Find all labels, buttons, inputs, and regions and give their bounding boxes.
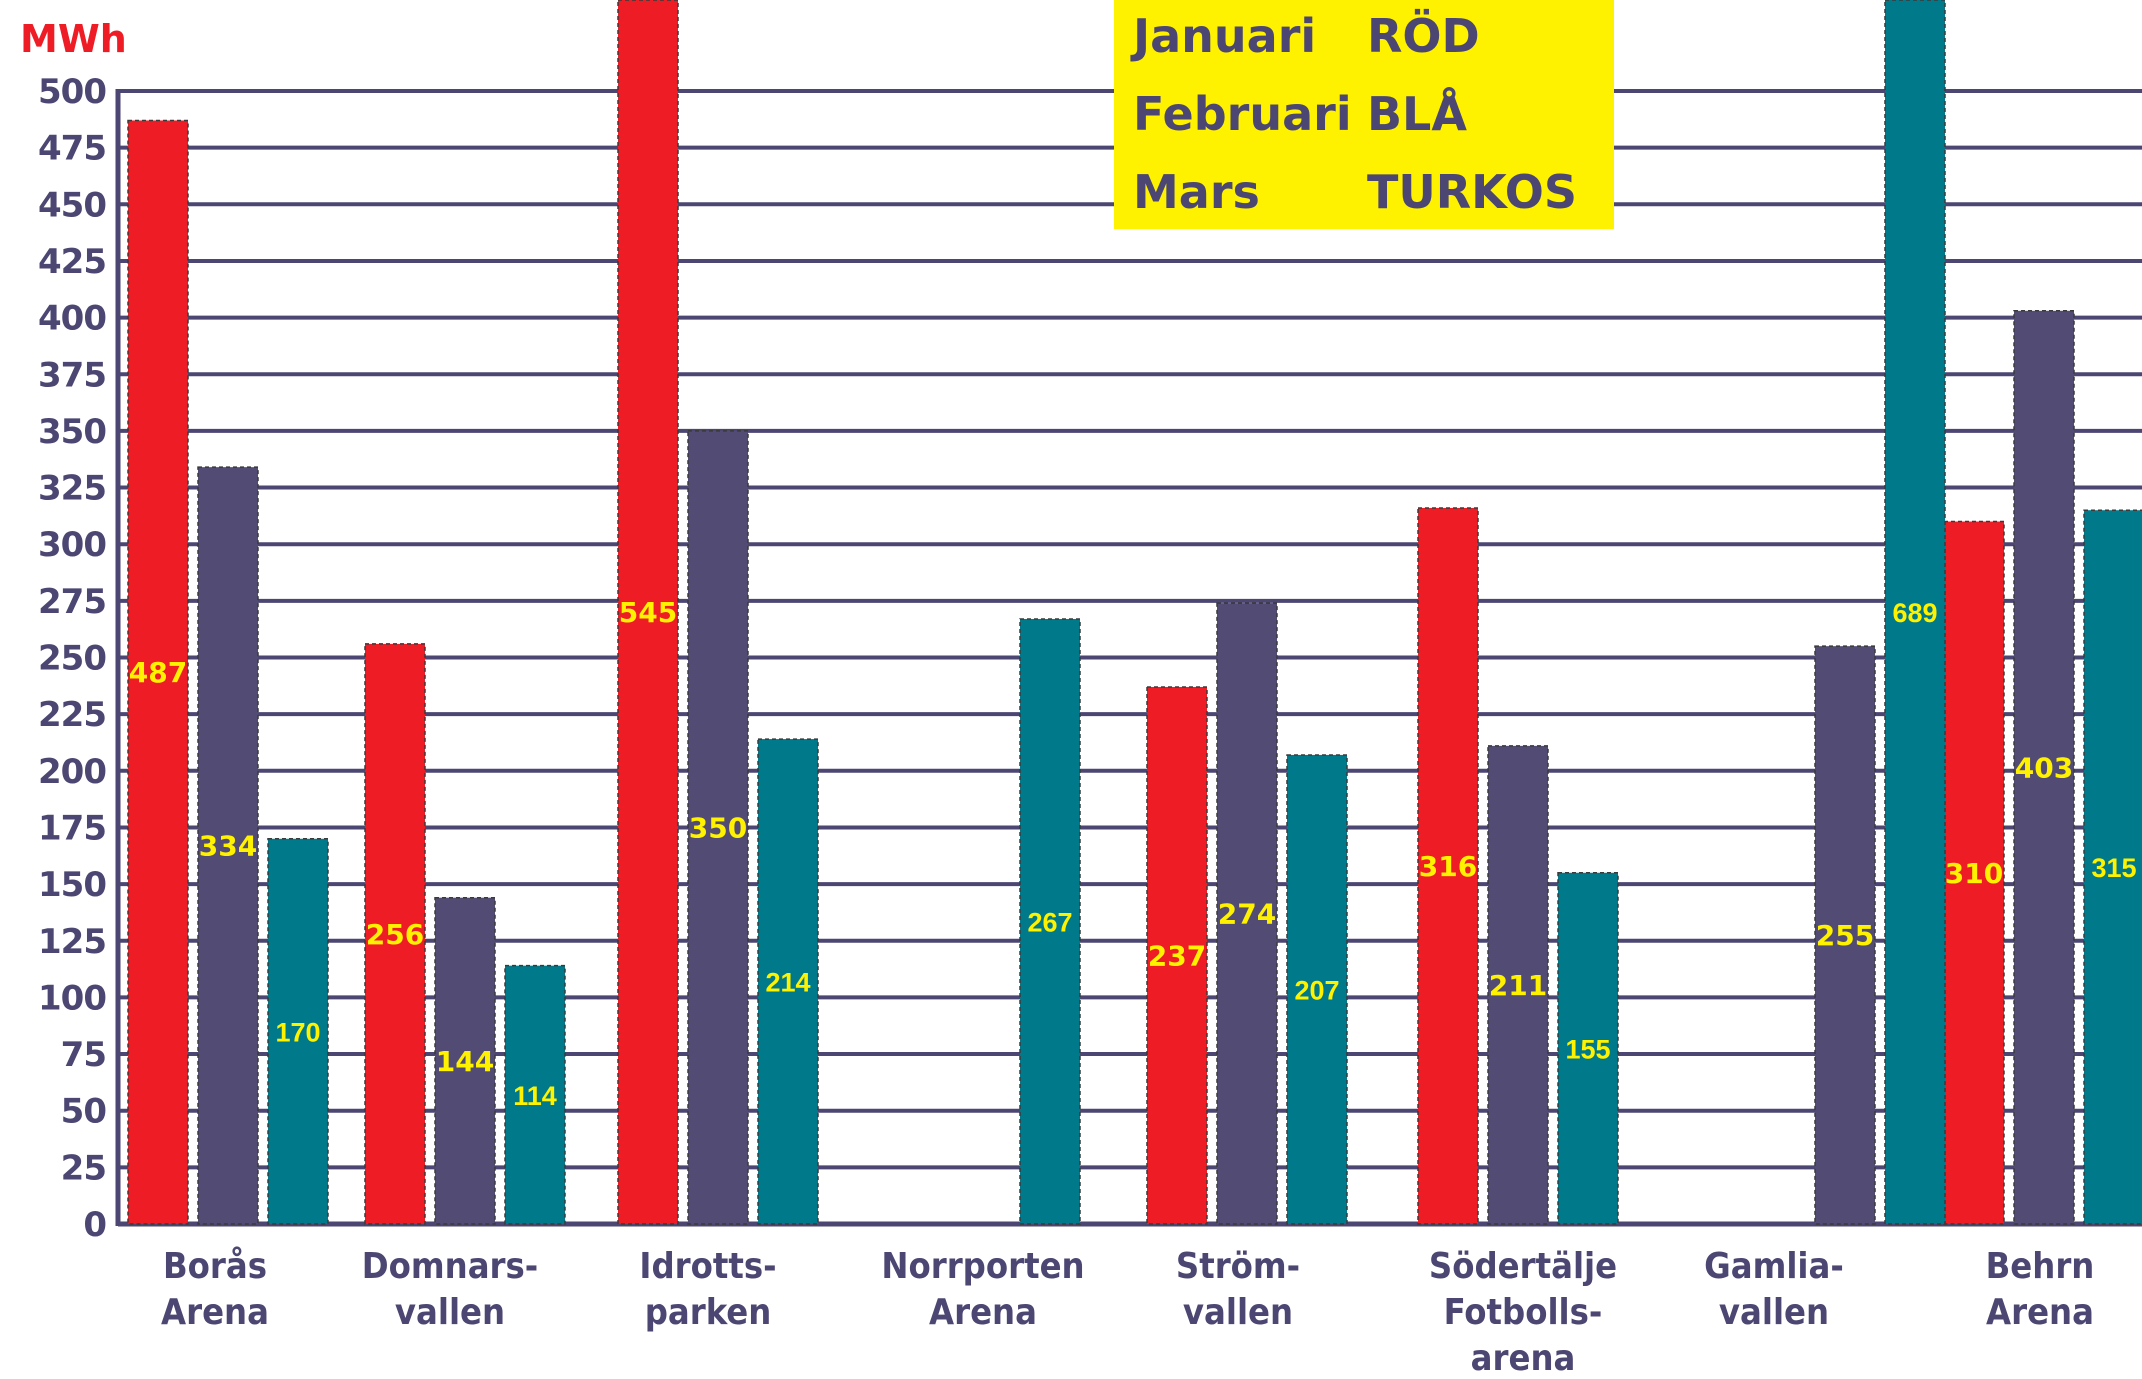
bar <box>757 738 819 1225</box>
bar <box>2083 509 2142 1225</box>
bar-value-label: 155 <box>1565 1034 1610 1064</box>
bar <box>267 838 329 1225</box>
bar <box>504 964 566 1225</box>
bar <box>1286 754 1348 1225</box>
bar <box>1417 507 1479 1225</box>
bar <box>1557 872 1619 1225</box>
y-tick-label: 325 <box>38 469 106 509</box>
y-tick-label: 0 <box>83 1205 106 1245</box>
bar <box>364 643 426 1225</box>
legend-color-word: BLÅ <box>1367 87 1467 141</box>
bar-value-label: 267 <box>1027 907 1072 937</box>
bar-value-label: 545 <box>619 596 677 629</box>
legend-box <box>1114 0 1614 229</box>
bar <box>1019 618 1081 1225</box>
category-label: Norrporten Arena <box>881 1246 1084 1333</box>
bars <box>127 0 2142 1225</box>
bar <box>687 430 749 1225</box>
y-tick-label: 100 <box>38 978 106 1018</box>
legend: Januari RÖD Februari BLÅ Mars TURKOS <box>1114 0 1614 229</box>
bar-value-label: 211 <box>1489 969 1547 1002</box>
bar <box>2013 310 2075 1225</box>
x-axis: Borås Arena Domnars-vallen Idrotts-parken No… <box>161 1246 2094 1379</box>
y-tick-label: 200 <box>38 752 106 792</box>
bar <box>617 0 679 1225</box>
bar-value-label: 334 <box>199 830 257 863</box>
legend-month: Januari <box>1130 9 1316 63</box>
category-label: Gamlia-vallen <box>1704 1246 1844 1333</box>
bar-value-label: 256 <box>366 918 424 951</box>
y-axis-unit-label: MWh <box>20 17 127 61</box>
value-labels: 487 256 545 237 316 310 334 144 350 274 211 255 403 1… <box>129 596 2137 1111</box>
legend-month: Mars <box>1133 165 1260 219</box>
y-tick-label: 75 <box>61 1035 106 1075</box>
bar <box>1943 520 2005 1225</box>
y-tick-label: 50 <box>61 1092 107 1132</box>
y-tick-label: 375 <box>38 355 106 395</box>
bar <box>1487 745 1549 1225</box>
bar-value-label: 237 <box>1148 939 1206 972</box>
bar-value-label: 689 <box>1892 598 1937 628</box>
bar-value-label: 350 <box>689 811 747 844</box>
legend-month: Februari <box>1133 87 1352 141</box>
bar-value-label: 170 <box>275 1017 320 1047</box>
bar-value-label: 207 <box>1294 975 1339 1005</box>
category-label: Domnars-vallen <box>362 1246 539 1333</box>
y-tick-label: 125 <box>38 922 106 962</box>
bar <box>127 119 189 1225</box>
y-tick-label: 350 <box>38 412 106 452</box>
bar <box>197 466 259 1225</box>
y-tick-label: 400 <box>38 299 106 339</box>
y-tick-label: 475 <box>38 129 106 169</box>
y-tick-label: 425 <box>38 242 106 282</box>
bar <box>434 896 496 1225</box>
bar-value-label: 144 <box>436 1045 494 1078</box>
bar-value-label: 316 <box>1419 850 1477 883</box>
category-label: Borås Arena <box>161 1246 269 1333</box>
category-label: Ström-vallen <box>1176 1246 1300 1333</box>
bar <box>1884 0 1946 1225</box>
bar-value-label: 487 <box>129 656 187 689</box>
bar-value-label: 315 <box>2091 853 2136 883</box>
y-tick-label: 275 <box>38 582 106 622</box>
bar <box>1146 686 1208 1225</box>
category-label: Södertälje Fotbolls-arena <box>1429 1246 1617 1379</box>
y-tick-label: 150 <box>38 865 106 905</box>
y-tick-label: 500 <box>38 72 106 112</box>
bar-value-label: 214 <box>765 968 810 998</box>
legend-color-word: RÖD <box>1367 9 1480 63</box>
bar-value-label: 255 <box>1816 919 1874 952</box>
bar-value-label: 403 <box>2015 751 2073 784</box>
category-label: Behrn Arena <box>1986 1246 2095 1333</box>
y-tick-label: 250 <box>38 639 106 679</box>
y-tick-label: 25 <box>61 1148 106 1188</box>
bar-value-label: 114 <box>513 1081 557 1111</box>
bar <box>1814 645 1876 1225</box>
category-label: Idrotts-parken <box>639 1246 776 1333</box>
y-tick-label: 450 <box>38 185 106 225</box>
bar-value-label: 274 <box>1218 898 1276 931</box>
legend-color-word: TURKOS <box>1367 165 1577 219</box>
y-tick-label: 225 <box>38 695 106 735</box>
bar <box>1216 602 1278 1225</box>
bar-value-label: 310 <box>1945 857 2003 890</box>
y-tick-label: 300 <box>38 525 106 565</box>
y-tick-label: 175 <box>38 808 106 848</box>
